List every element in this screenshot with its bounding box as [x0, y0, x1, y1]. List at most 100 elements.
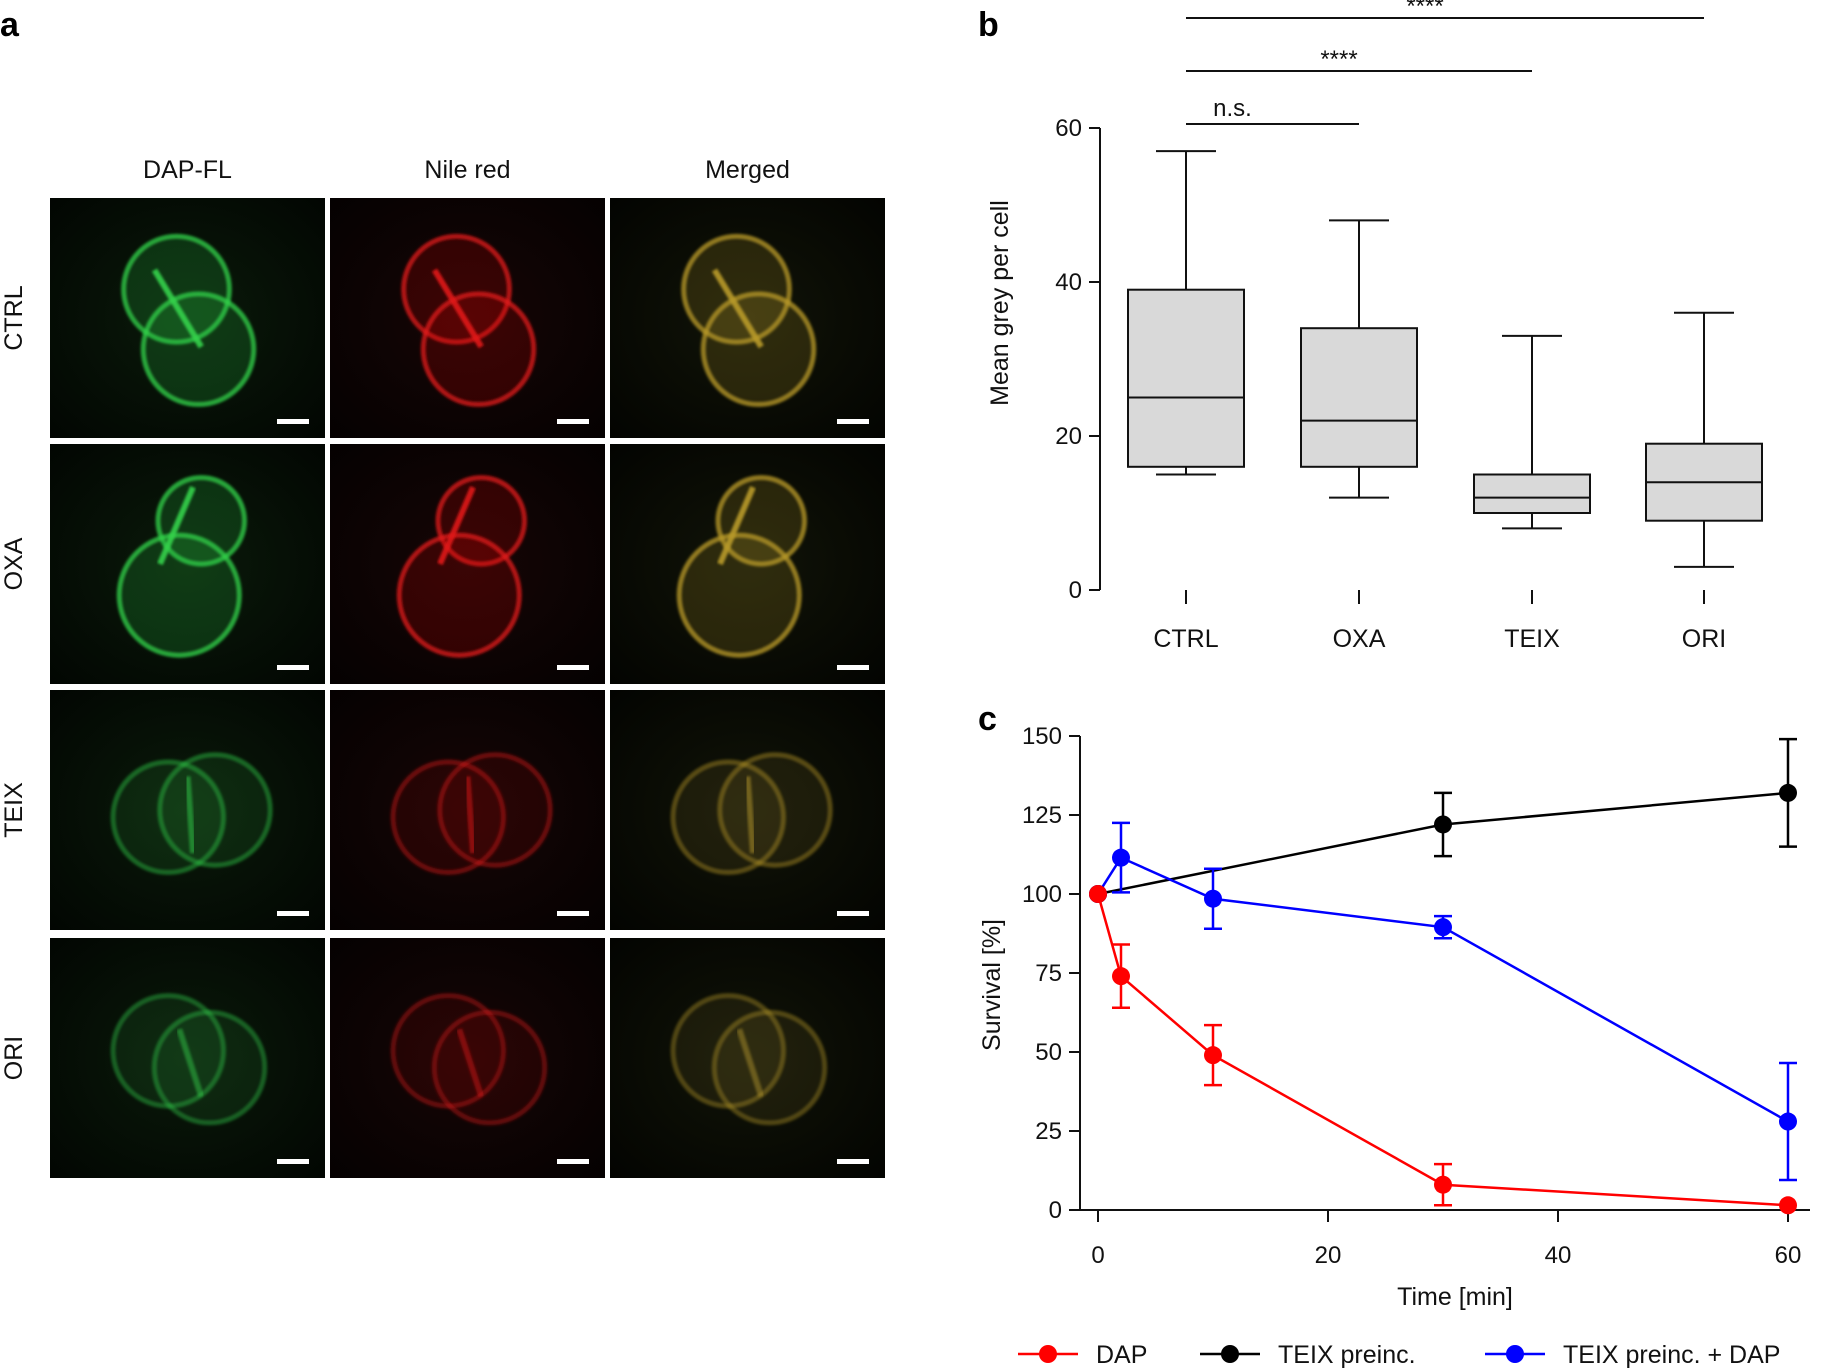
scale-bar: [837, 911, 869, 916]
scale-bar: [557, 665, 589, 670]
cell-membrane: [676, 532, 802, 658]
row-label: OXA: [0, 537, 28, 590]
cell-body: [143, 294, 254, 405]
row-labels: CTRL OXA TEIX ORI: [0, 285, 28, 1080]
c-y-tick-label: 0: [1049, 1197, 1062, 1224]
micrograph-teix-2: [610, 690, 885, 930]
b-axes: 0 20 40 60 CTRL OXA TEIX ORI: [1055, 115, 1726, 653]
series-teix-preinc-: [1089, 737, 1797, 903]
septum: [456, 1028, 485, 1098]
scale-bar: [277, 665, 309, 670]
data-point: [1112, 848, 1130, 867]
scale-bar: [277, 911, 309, 916]
data-point: [1434, 1175, 1452, 1194]
legend-label: DAP: [1096, 1341, 1147, 1369]
data-point: [1779, 783, 1797, 802]
cell-body: [119, 535, 240, 656]
c-y-axis-label: Survival [%]: [978, 919, 1006, 1051]
box-iqr: [1300, 327, 1418, 468]
series-teix-preinc-dap: [1089, 821, 1797, 1182]
panel-c-letter: c: [978, 700, 997, 738]
panel-a-letter: a: [0, 6, 20, 44]
micrograph-ori-0: [50, 938, 325, 1178]
box-ctrl: [1127, 150, 1245, 476]
septum: [184, 776, 196, 854]
c-x-tick-label: 40: [1545, 1242, 1572, 1269]
scale-bar: [277, 1159, 309, 1164]
septum: [157, 486, 196, 566]
micrograph-ori-2: [610, 938, 885, 1178]
panel-c: c Survival [%] Time [min] 0 25 50 75 100 125 1…: [978, 700, 1810, 1369]
c-series: [1089, 737, 1797, 1215]
box-ori: [1645, 311, 1763, 568]
cell-membrane: [140, 291, 257, 407]
data-point: [1434, 918, 1452, 937]
box-teix: [1473, 334, 1591, 530]
cell-membrane: [396, 532, 522, 658]
significance-label: n.s.: [1213, 95, 1252, 122]
row-label: ORI: [0, 1036, 28, 1080]
cell-membrane: [420, 291, 537, 407]
data-point: [1112, 967, 1130, 986]
b-y-tick-label: 60: [1055, 115, 1082, 142]
scale-bar: [557, 1159, 589, 1164]
b-category-label: ORI: [1682, 625, 1726, 653]
legend-marker: [1506, 1345, 1524, 1363]
scale-bar: [277, 419, 309, 424]
series-dap: [1089, 885, 1797, 1215]
cell-body: [679, 535, 800, 656]
micrograph-ctrl-0: [50, 198, 325, 438]
micrograph-ori-1: [330, 938, 605, 1178]
series-line: [1096, 856, 1789, 1123]
column-labels: DAP-FL Nile red Merged: [143, 156, 790, 184]
scale-bar: [557, 911, 589, 916]
cell-membrane: [151, 1009, 268, 1126]
c-legend: DAP TEIX preinc. TEIX preinc. + DAP: [1018, 1341, 1780, 1369]
micrograph-teix-0: [50, 690, 325, 930]
data-point: [1434, 815, 1452, 834]
c-x-tick-label: 20: [1315, 1242, 1342, 1269]
c-y-tick-label: 150: [1022, 723, 1062, 750]
box-iqr: [1473, 473, 1591, 514]
cell-membrane: [711, 1009, 828, 1126]
data-point: [1089, 885, 1107, 903]
legend-label: TEIX preinc. + DAP: [1563, 1341, 1780, 1369]
septum: [464, 776, 476, 854]
micrograph-oxa-0: [50, 444, 325, 684]
column-label: Nile red: [424, 156, 510, 184]
b-category-label: CTRL: [1153, 625, 1218, 653]
panel-a: a DAP-FL Nile red Merged CTRL OXA TEIX ORI: [0, 6, 885, 1178]
cell-membrane: [116, 532, 242, 658]
significance-label: ****: [1406, 0, 1443, 20]
data-point: [1204, 889, 1222, 908]
septum: [437, 486, 476, 566]
row-label: CTRL: [0, 285, 28, 350]
cell-membrane: [157, 752, 273, 868]
cell-body: [399, 535, 520, 656]
cell-membrane: [437, 752, 553, 868]
series-line: [1096, 893, 1789, 1207]
cell-membrane: [431, 1009, 548, 1126]
b-category-label: OXA: [1333, 625, 1386, 653]
c-x-tick-label: 0: [1091, 1242, 1104, 1269]
cell-membrane: [717, 752, 833, 868]
cell-membrane: [700, 291, 817, 407]
micrograph-oxa-2: [610, 444, 885, 684]
micrograph-teix-1: [330, 690, 605, 930]
c-y-tick-label: 75: [1035, 960, 1062, 987]
panel-b-letter: b: [978, 6, 999, 44]
b-boxes: [1127, 150, 1763, 568]
c-axes: 0 25 50 75 100 125 150 0 20 40 60: [1022, 723, 1810, 1269]
septum: [176, 1028, 205, 1098]
data-point: [1779, 1196, 1797, 1215]
row-label: TEIX: [0, 782, 28, 838]
legend-item: DAP: [1018, 1341, 1147, 1369]
column-label: DAP-FL: [143, 156, 232, 184]
legend-label: TEIX preinc.: [1278, 1341, 1416, 1369]
data-point: [1779, 1112, 1797, 1131]
b-y-tick-label: 20: [1055, 423, 1082, 450]
significance-label: ****: [1320, 46, 1357, 73]
septum: [431, 268, 484, 349]
legend-item: TEIX preinc. + DAP: [1485, 1341, 1780, 1369]
